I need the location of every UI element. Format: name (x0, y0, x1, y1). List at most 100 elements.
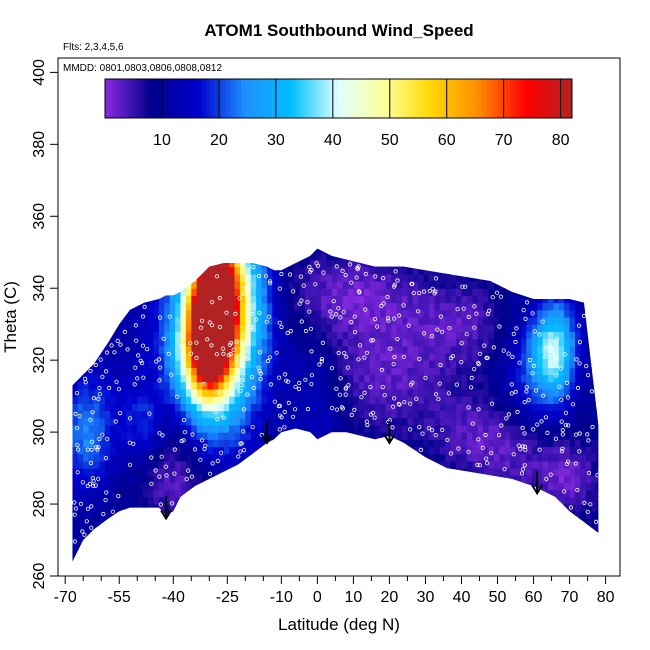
field-cell (547, 367, 554, 376)
field-cell (326, 252, 333, 261)
field-cell (83, 432, 90, 440)
field-cell (256, 554, 263, 562)
field-cell (358, 302, 365, 311)
field-cell (385, 381, 392, 390)
field-cell (212, 252, 219, 261)
field-cell (466, 288, 473, 297)
field-cell (439, 482, 446, 491)
field-cell (315, 360, 322, 368)
field-cell (596, 295, 599, 304)
field-cell (121, 381, 128, 390)
field-cell (310, 482, 317, 491)
field-cell (591, 281, 598, 289)
field-cell (99, 518, 106, 527)
field-cell (385, 388, 392, 397)
field-cell (142, 489, 149, 498)
field-cell (131, 360, 138, 368)
field-cell (337, 532, 344, 541)
field-cell (553, 259, 560, 268)
field-cell (531, 288, 538, 297)
sample-point (74, 390, 80, 396)
field-cell (445, 511, 452, 520)
field-cell (337, 511, 344, 520)
field-cell (445, 482, 452, 491)
field-cell (142, 453, 149, 462)
field-cell (185, 259, 192, 268)
field-cell (202, 410, 209, 419)
field-cell (504, 475, 511, 484)
field-cell (131, 288, 138, 297)
field-cell (596, 504, 599, 512)
field-cell (212, 532, 219, 541)
field-cell (596, 410, 599, 419)
field-cell (326, 374, 333, 383)
field-cell (499, 540, 506, 548)
sample-point (585, 372, 591, 378)
field-cell (83, 338, 90, 347)
sample-point (182, 430, 188, 435)
field-cell (202, 295, 209, 304)
field-cell (488, 446, 495, 455)
field-cell (445, 360, 452, 368)
field-cell (466, 317, 473, 325)
field-cell (77, 468, 84, 476)
field-cell (234, 331, 241, 340)
field-cell (212, 352, 219, 361)
field-cell (326, 338, 333, 347)
field-cell (121, 396, 128, 404)
field-cell (326, 482, 333, 491)
field-cell (537, 309, 544, 318)
field-cell (288, 446, 295, 455)
field-cell (537, 266, 544, 275)
field-cell (331, 288, 338, 297)
field-cell (185, 532, 192, 541)
field-cell (375, 388, 382, 397)
field-cell (580, 324, 587, 332)
field-cell (88, 302, 95, 311)
field-cell (180, 554, 187, 562)
field-cell (569, 432, 576, 440)
field-cell (115, 281, 122, 289)
field-cell (558, 482, 565, 491)
field-cell (250, 352, 257, 361)
field-cell (196, 453, 203, 462)
field-cell (320, 525, 327, 534)
field-cell (245, 324, 252, 332)
sample-point (480, 445, 485, 450)
field-cell (310, 288, 317, 297)
field-cell (196, 475, 203, 484)
field-cell (250, 540, 257, 548)
field-cell (88, 468, 95, 476)
field-cell (591, 410, 598, 419)
field-cell (418, 396, 425, 404)
field-cell (537, 410, 544, 419)
field-cell (515, 324, 522, 332)
field-cell (504, 561, 511, 562)
sample-point (334, 264, 339, 269)
field-cell (564, 561, 571, 562)
field-cell (412, 317, 419, 325)
field-cell (477, 338, 484, 347)
field-cell (126, 259, 133, 268)
field-cell (94, 345, 101, 354)
field-cell (564, 252, 571, 261)
field-cell (547, 453, 554, 462)
field-cell (169, 432, 176, 440)
field-cell (358, 295, 365, 304)
field-cell (212, 417, 219, 426)
field-cell (369, 338, 376, 347)
field-cell (580, 345, 587, 354)
field-cell (250, 468, 257, 476)
field-cell (429, 367, 436, 376)
field-cell (121, 518, 128, 527)
field-cell (558, 388, 565, 397)
field-cell (396, 489, 403, 498)
field-cell (348, 453, 355, 462)
field-cell (191, 324, 198, 332)
field-cell (148, 403, 155, 412)
field-cell (499, 396, 506, 404)
field-cell (196, 410, 203, 419)
sample-point (153, 468, 158, 473)
field-cell (293, 432, 300, 440)
field-cell (239, 496, 246, 505)
